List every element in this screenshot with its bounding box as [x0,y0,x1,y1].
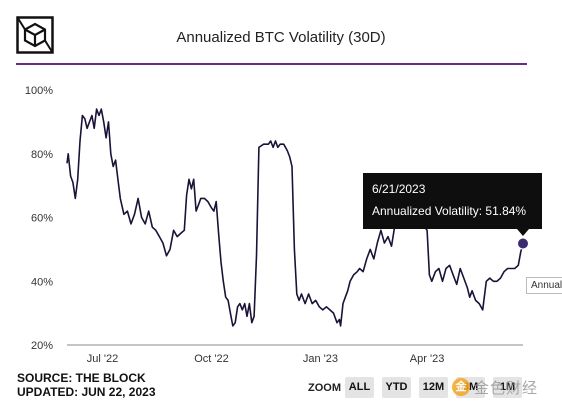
zoom-all-button[interactable]: ALL [345,377,374,398]
y-tick-label: 20% [31,340,53,352]
zoom-ytd-button[interactable]: YTD [382,377,411,398]
y-tick-label: 40% [31,276,53,288]
zoom-label: ZOOM [308,382,341,394]
title-divider [16,63,527,65]
x-tick-label: Jul '22 [87,353,118,365]
source-note: SOURCE: THE BLOCK UPDATED: JUN 22, 2023 [17,371,156,399]
coin-icon: 金 [452,378,470,396]
x-axis: Jul '22 Oct '22 Jan '23 Apr '23 [67,344,523,365]
x-tick-label: Apr '23 [410,353,445,365]
jinse-watermark: 金 金色财经 [452,376,552,398]
series-line-annualized-volatility [66,108,524,327]
the-block-logo [16,16,54,54]
source-line: SOURCE: THE BLOCK [17,371,146,385]
hover-point-marker [517,237,529,250]
tooltip-date: 6/21/2023 [372,182,426,196]
y-tick-label: 100% [25,85,53,97]
watermark-text: 金色财经 [474,378,539,397]
zoom-12m-button[interactable]: 12M [419,377,448,398]
zoom-1m-button[interactable]: 1M [493,377,522,398]
series-side-label: Annualized Volatility [526,277,562,294]
tooltip-pointer [517,229,529,236]
y-tick-label: 60% [31,213,53,225]
tooltip-value: Annualized Volatility: 51.84% [372,204,527,218]
y-axis: 20% 40% 60% 80% 100% [25,85,53,352]
y-tick-label: 80% [31,149,53,161]
x-tick-label: Oct '22 [194,353,229,365]
chart-tooltip: 6/21/2023 Annualized Volatility: 51.84% [363,173,542,229]
chart-title: Annualized BTC Volatility (30D) [176,29,386,46]
x-tick-label: Jan '23 [303,353,338,365]
updated-line: UPDATED: JUN 22, 2023 [17,385,156,399]
